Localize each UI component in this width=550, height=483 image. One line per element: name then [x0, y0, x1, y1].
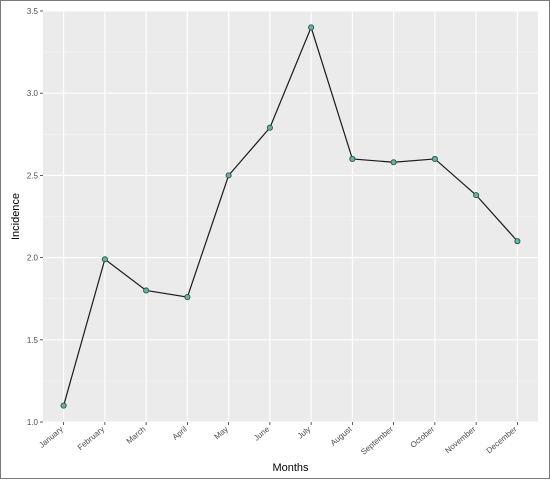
y-tick-label: 1.5 [27, 336, 39, 345]
y-tick-label: 1.0 [27, 418, 39, 427]
y-axis-title: Incidence [10, 193, 22, 240]
data-points [60, 24, 521, 409]
x-tick-label: June [252, 424, 271, 442]
x-tick-label: September [359, 424, 395, 456]
minor-gridlines [43, 51, 538, 382]
data-point [349, 155, 356, 163]
y-tick-label: 2.0 [27, 254, 39, 263]
x-tick-label: April [171, 425, 189, 442]
x-axis-ticks: January February March April May June July Augu… [37, 422, 519, 457]
x-tick-label: May [213, 425, 230, 442]
y-tick-label: 3.5 [27, 7, 39, 16]
y-axis-ticks: 1.0 1.5 2.0 2.5 3.0 3.5 [27, 7, 43, 427]
data-point [184, 294, 191, 301]
x-tick-label: February [76, 425, 106, 452]
x-tick-label: August [329, 424, 354, 447]
data-point [431, 155, 438, 163]
data-point [60, 402, 67, 409]
x-tick-label: January [37, 425, 65, 450]
x-tick-label: October [409, 424, 437, 449]
data-point [473, 192, 480, 199]
data-point [143, 287, 150, 294]
x-tick-label: December [485, 424, 519, 455]
x-axis-title: Months [272, 462, 309, 474]
series-line [63, 25, 518, 406]
data-point [225, 172, 232, 179]
data-point [514, 238, 521, 245]
y-tick-label: 3.0 [27, 89, 39, 98]
data-point [390, 159, 397, 166]
data-point [266, 124, 273, 131]
data-point [308, 24, 315, 31]
y-tick-label: 2.5 [27, 171, 39, 180]
major-gridlines [43, 10, 538, 423]
data-point [101, 256, 108, 263]
x-tick-label: July [296, 425, 313, 441]
x-tick-label: March [125, 425, 148, 446]
x-tick-label: November [443, 424, 477, 455]
